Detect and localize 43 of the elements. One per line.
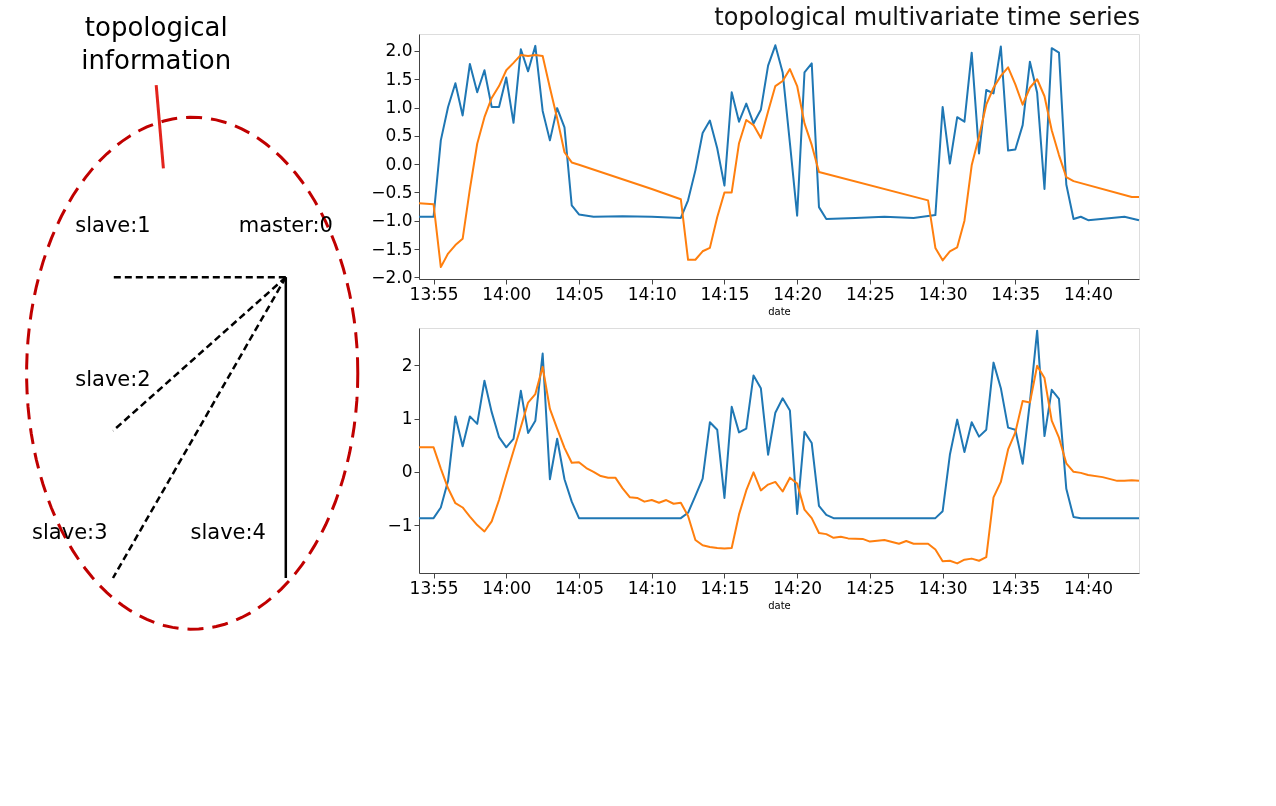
x-tick-label: 14:25 <box>845 577 895 598</box>
line-series <box>418 364 1140 565</box>
x-tick-label: 14:00 <box>482 283 532 304</box>
line-series <box>418 44 1140 222</box>
x-tick-label: 14:10 <box>627 577 677 598</box>
y-tick-label: −1.0 <box>371 210 413 231</box>
x-axis-title: date <box>768 305 791 317</box>
y-tick-label: 0.0 <box>385 153 413 174</box>
x-tick-label: 14:40 <box>1064 283 1114 304</box>
x-tick-label: 14:15 <box>700 577 750 598</box>
y-tick-label: 1.0 <box>385 97 413 118</box>
x-tick-label: 14:40 <box>1064 577 1114 598</box>
x-tick-label: 14:15 <box>700 283 750 304</box>
y-tick-label: 2.0 <box>385 40 413 61</box>
x-tick-label: 14:30 <box>918 283 968 304</box>
y-tick-label: 1.5 <box>385 68 413 89</box>
x-tick-label: 14:20 <box>773 283 823 304</box>
y-tick-label: −1.5 <box>371 238 413 259</box>
y-tick-label: 1 <box>401 408 413 429</box>
chart-title: topological multivariate time series <box>714 3 1140 31</box>
line-series <box>418 329 1140 520</box>
x-axis-title: date <box>768 599 791 611</box>
x-tick-label: 14:30 <box>918 577 968 598</box>
text: topological information <box>81 11 232 76</box>
line-series <box>418 53 1140 269</box>
y-tick-label: −0.5 <box>371 181 413 202</box>
x-tick-label: 14:20 <box>773 577 823 598</box>
x-tick-label: 14:05 <box>554 283 604 304</box>
y-tick-label: 0 <box>401 461 413 482</box>
text: slave:4 <box>190 520 266 545</box>
x-tick-label: 13:55 <box>409 577 459 598</box>
y-tick-label: 2 <box>401 354 413 375</box>
x-tick-label: 14:35 <box>991 283 1041 304</box>
x-tick-label: 14:10 <box>627 283 677 304</box>
text: slave:2 <box>75 366 151 391</box>
x-tick-label: 14:35 <box>991 577 1041 598</box>
text: master:0 <box>238 213 333 237</box>
x-tick-label: 14:05 <box>554 577 604 598</box>
text: slave:1 <box>75 213 151 237</box>
x-tick-label: 14:00 <box>482 577 532 598</box>
x-tick-label: 14:25 <box>845 283 895 304</box>
y-tick-label: 0.5 <box>385 125 413 146</box>
y-tick-label: −1 <box>387 514 413 535</box>
